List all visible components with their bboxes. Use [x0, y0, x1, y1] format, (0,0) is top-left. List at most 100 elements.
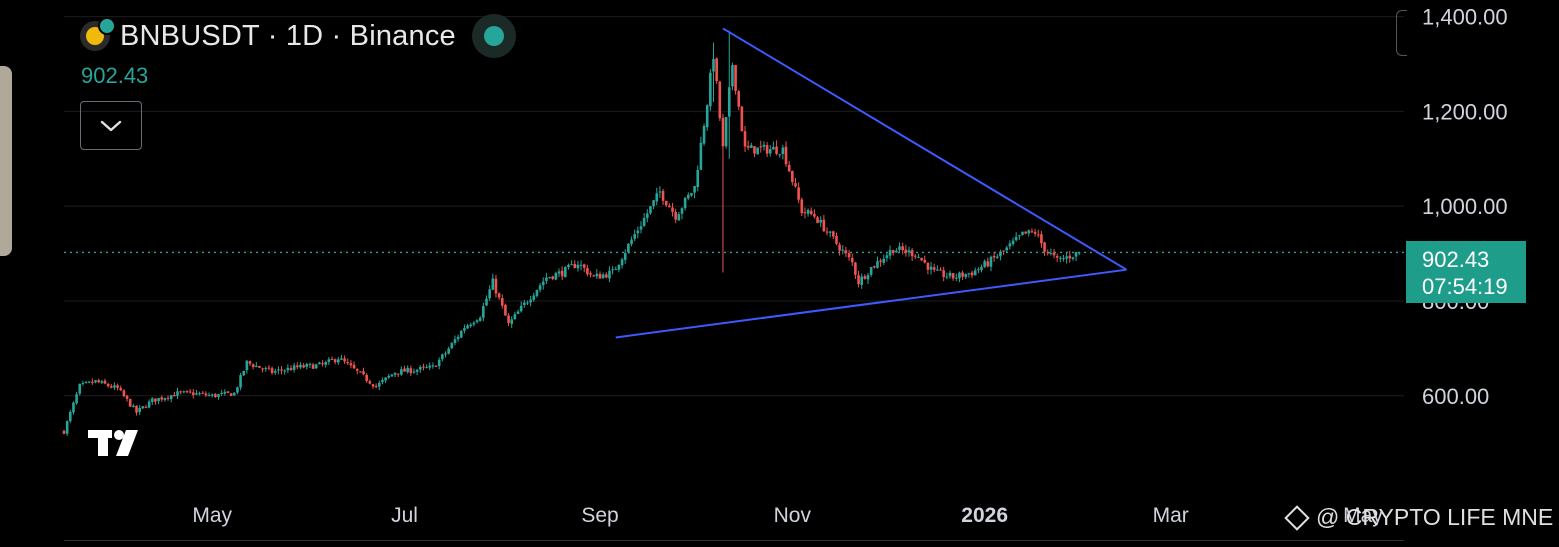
- candle: [255, 362, 258, 368]
- candle-body: [825, 231, 829, 233]
- candle: [355, 368, 359, 375]
- candle: [683, 196, 687, 211]
- candle-body: [784, 146, 788, 165]
- candle-body: [876, 261, 879, 268]
- candle-body: [639, 226, 643, 230]
- candle: [333, 358, 337, 365]
- candle-body: [1021, 231, 1024, 235]
- candle-body: [116, 385, 119, 388]
- candle-body: [582, 264, 586, 268]
- candle-body: [147, 401, 151, 408]
- candle-body: [560, 270, 564, 277]
- time-axis[interactable]: May Jul Sep Nov 2026 Mar May: [192, 504, 1383, 527]
- candle: [100, 379, 104, 385]
- watermark: @ CRYPTO LIFE MNE: [1284, 504, 1553, 531]
- candle-body: [150, 398, 154, 402]
- candle-body: [879, 260, 882, 262]
- trendline-layer[interactable]: [615, 27, 1128, 339]
- candle-body: [649, 206, 652, 214]
- candle: [863, 274, 867, 280]
- candle-body: [686, 194, 690, 199]
- tradingview-logo-icon[interactable]: [86, 426, 150, 465]
- candle-body: [418, 367, 422, 370]
- market-status-icon[interactable]: [471, 14, 516, 58]
- candle: [825, 227, 829, 236]
- candle-body: [207, 395, 211, 397]
- price-axis[interactable]: 600.00800.001,000.001,200.001,400.00: [1422, 5, 1508, 409]
- candle-body: [548, 277, 551, 279]
- candle-body: [838, 244, 841, 251]
- candle-body: [377, 382, 381, 387]
- candle-body: [564, 267, 567, 278]
- scale-settings-tab[interactable]: [1396, 10, 1407, 56]
- candle: [210, 393, 214, 398]
- candle: [686, 192, 690, 201]
- candle-body: [636, 230, 640, 234]
- candle: [633, 229, 636, 242]
- candle-body: [951, 273, 955, 279]
- candle-body: [586, 268, 589, 275]
- candle: [324, 360, 327, 368]
- candle: [576, 260, 580, 272]
- candle-body: [554, 273, 558, 280]
- candle: [412, 368, 416, 374]
- candle: [84, 380, 88, 384]
- candle: [437, 357, 441, 370]
- candle: [529, 295, 532, 307]
- candle: [226, 391, 230, 394]
- candle: [579, 260, 583, 271]
- candle: [724, 117, 728, 149]
- candle: [680, 207, 684, 220]
- candle-body: [258, 366, 261, 368]
- candle-body: [980, 266, 983, 271]
- candle: [273, 368, 277, 375]
- candle-body: [277, 369, 280, 371]
- candle-body: [239, 375, 242, 388]
- candle-body: [100, 381, 104, 383]
- candle: [65, 420, 69, 436]
- candle: [365, 373, 368, 383]
- candle-body: [907, 250, 911, 253]
- candle-body: [434, 365, 438, 367]
- candle-body: [286, 367, 290, 371]
- candle-body: [983, 261, 986, 267]
- collapse-legend-button[interactable]: [80, 101, 142, 150]
- candle: [400, 366, 403, 376]
- candle: [693, 185, 696, 199]
- candle-body: [535, 290, 539, 296]
- candle: [418, 365, 422, 373]
- candle-body: [958, 272, 961, 279]
- candle: [321, 360, 324, 367]
- candle: [816, 215, 819, 224]
- candle-body: [188, 391, 192, 393]
- candle: [97, 378, 100, 383]
- candle-body: [125, 395, 129, 399]
- candlestick-series: [62, 30, 1081, 436]
- candle-body: [1011, 240, 1015, 245]
- candle-body: [664, 201, 668, 206]
- chevron-down-icon: [100, 120, 122, 131]
- candle-body: [157, 397, 160, 402]
- candle: [888, 245, 892, 260]
- candle-body: [242, 370, 246, 376]
- candle: [485, 295, 488, 306]
- candle: [201, 391, 205, 394]
- side-panel-handle[interactable]: [0, 66, 12, 256]
- candle-body: [343, 358, 346, 362]
- candle-body: [349, 363, 353, 366]
- candle-body: [340, 358, 343, 360]
- candle-body: [223, 391, 227, 394]
- candle: [229, 393, 233, 397]
- candle-body: [901, 246, 904, 251]
- candle-body: [832, 231, 835, 237]
- candle: [705, 104, 709, 131]
- candle-body: [652, 200, 655, 207]
- x-tick-label: Nov: [774, 504, 812, 527]
- candle-body: [576, 264, 580, 269]
- candle: [488, 285, 491, 301]
- symbol-header[interactable]: BNBUSDT · 1D · Binance: [80, 14, 516, 58]
- symbol-title[interactable]: BNBUSDT · 1D · Binance: [120, 19, 456, 52]
- candle: [441, 353, 444, 362]
- candle-body: [217, 394, 220, 398]
